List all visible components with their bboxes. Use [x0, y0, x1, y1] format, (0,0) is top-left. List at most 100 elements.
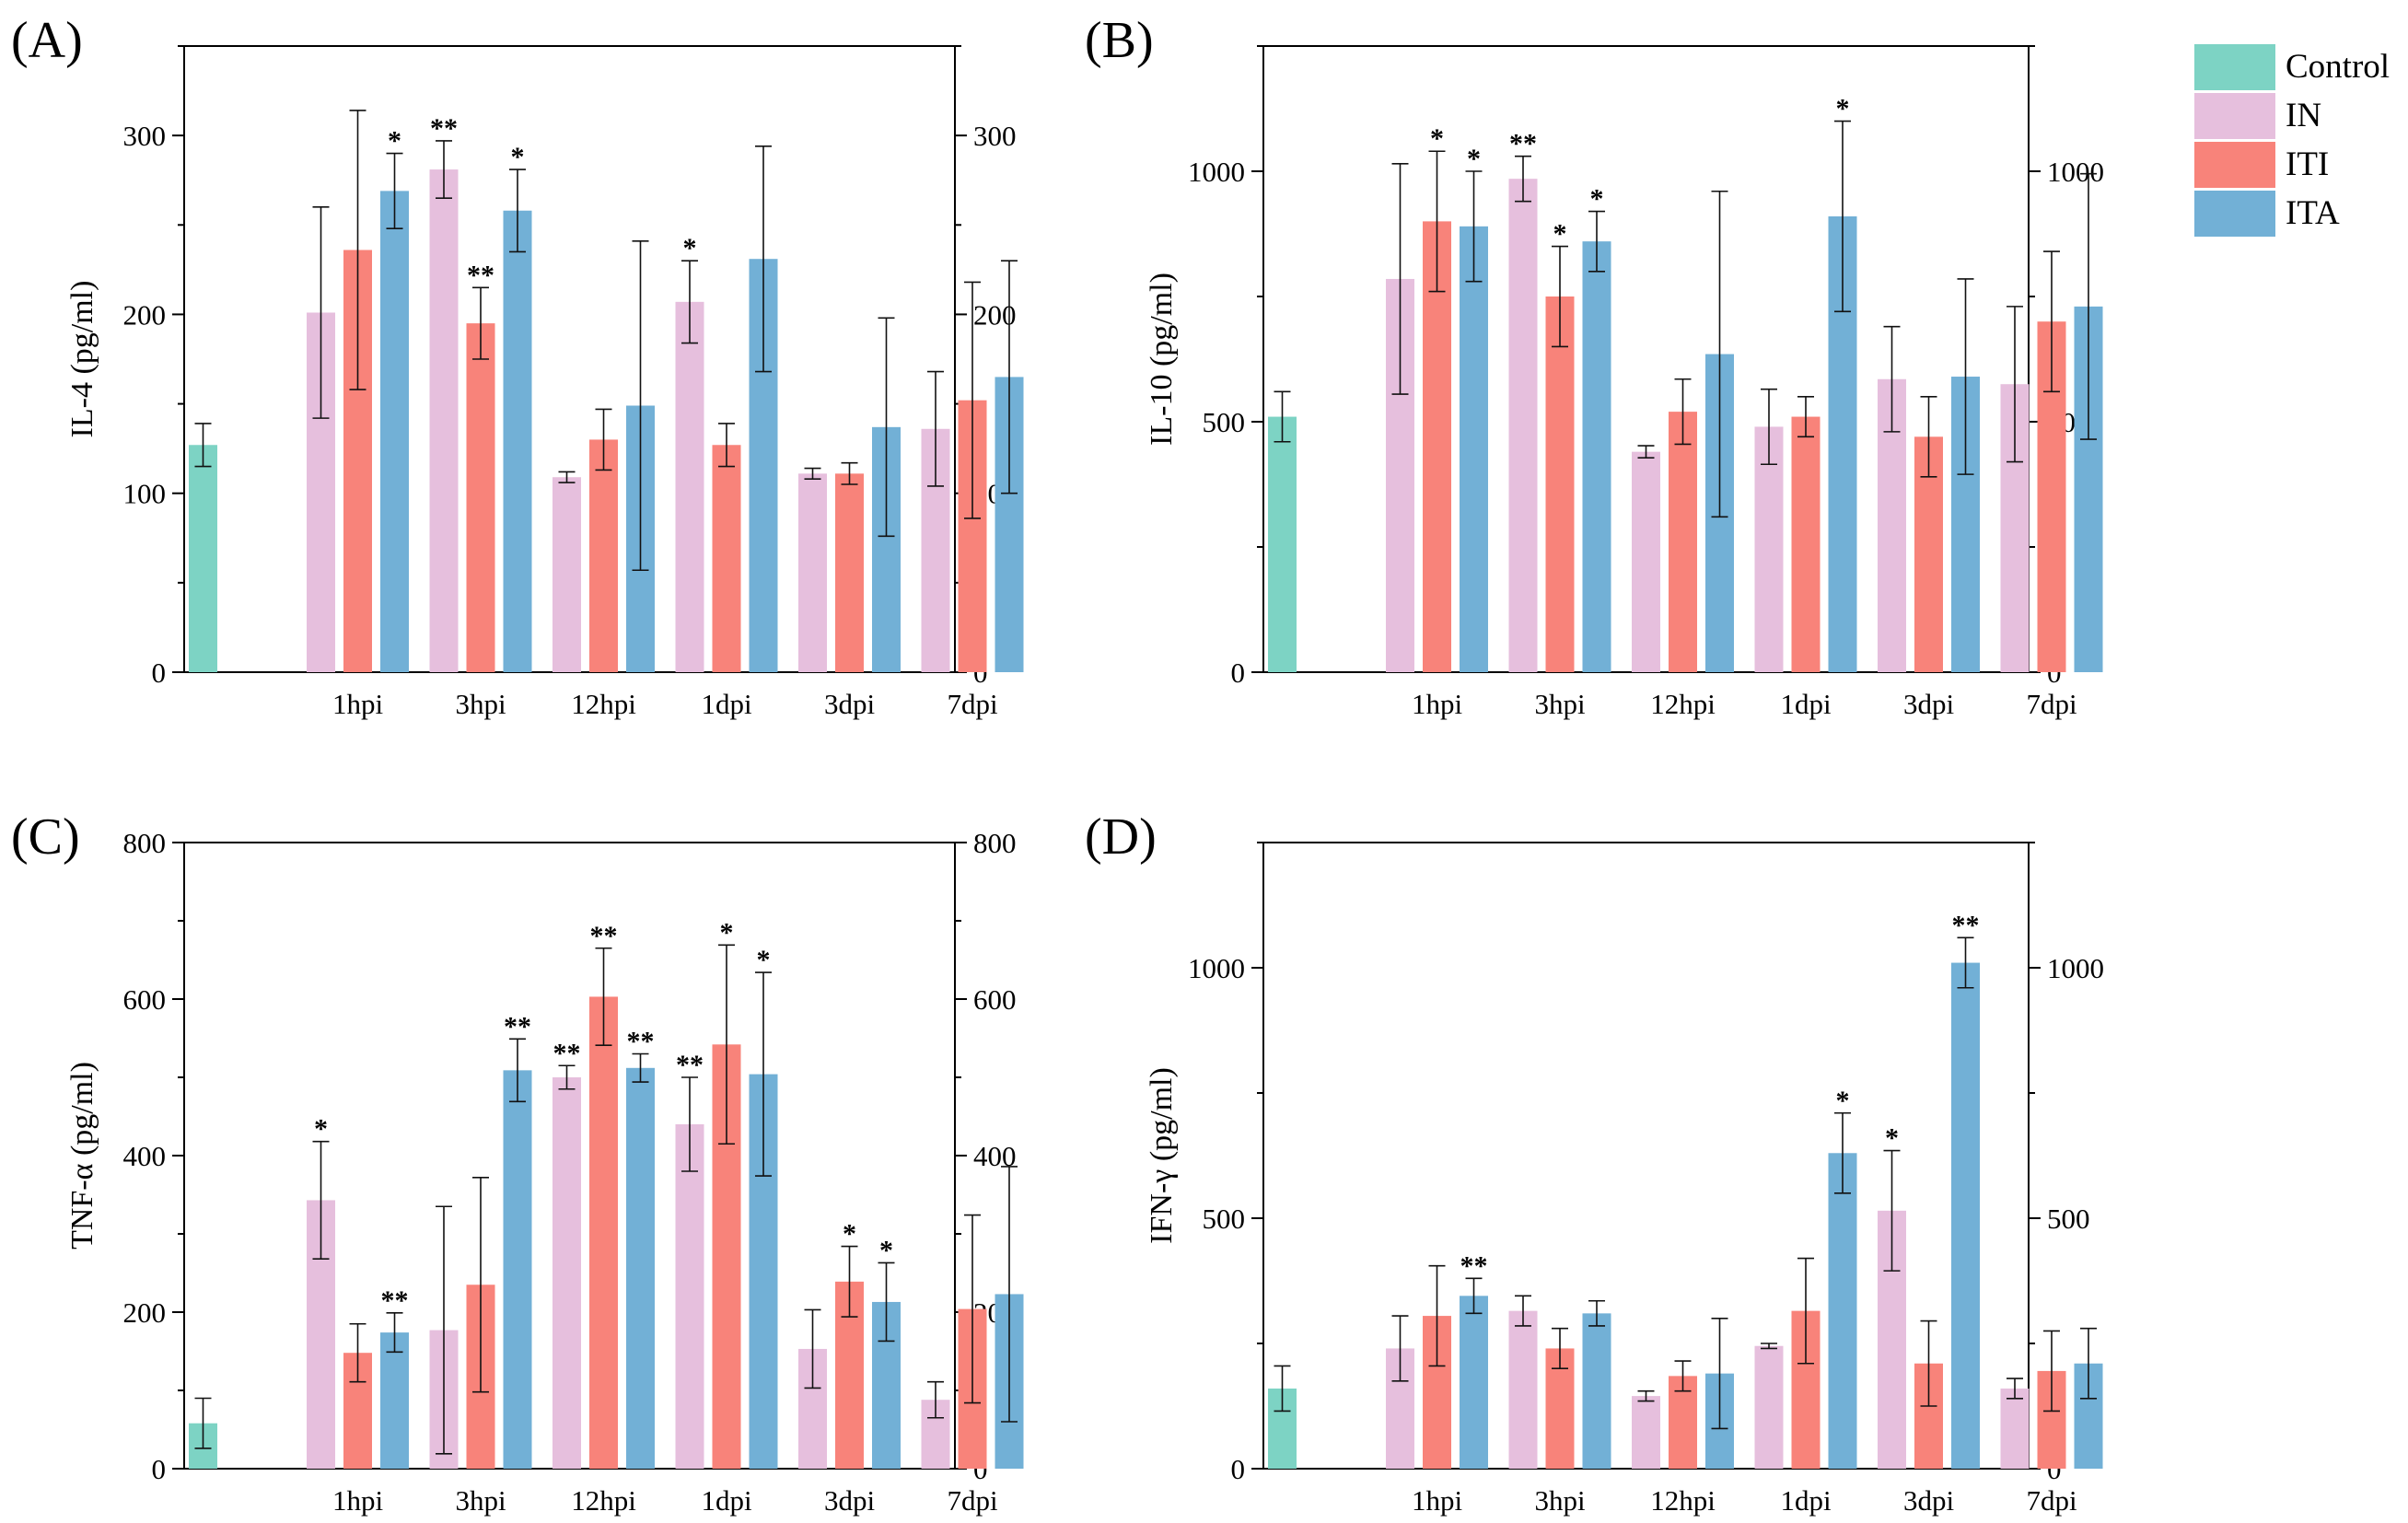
x-tick-label: 1hpi [1412, 1484, 1463, 1517]
y-tick-label: 0 [152, 1453, 167, 1485]
y-tick-label-right: 600 [973, 983, 1017, 1016]
significance-mark: ** [590, 921, 618, 951]
significance-mark: * [511, 142, 525, 172]
significance-mark: ** [553, 1038, 581, 1068]
y-tick-label: 1000 [1188, 952, 1245, 984]
y-tick-label-right: 1000 [2047, 156, 2104, 188]
significance-mark: ** [1509, 129, 1537, 159]
significance-mark: ** [1952, 910, 1980, 940]
bar-iti [712, 445, 741, 672]
bar-ita [1460, 226, 1488, 672]
plot-frame [1262, 842, 2030, 1470]
legend-swatch [2194, 191, 2275, 237]
x-tick-label: 3hpi [1534, 688, 1586, 720]
x-tick-label: 3hpi [1534, 1484, 1586, 1517]
legend-label: ITI [2286, 145, 2329, 183]
y-tick-label-right: 800 [973, 827, 1017, 859]
x-tick-label: 3hpi [455, 688, 506, 720]
significance-mark: * [879, 1235, 893, 1265]
legend-swatch [2194, 93, 2275, 139]
significance-mark: * [757, 945, 771, 975]
significance-mark: ** [676, 1050, 704, 1080]
significance-mark: * [388, 126, 401, 157]
bar-iti [466, 323, 495, 672]
panel-label: (A) [11, 12, 83, 69]
y-tick-label: 1000 [1188, 156, 1245, 188]
y-tick-label: 500 [1203, 406, 1246, 438]
bar-ita [1460, 1296, 1488, 1469]
bar-iti [1791, 416, 1821, 672]
significance-mark: * [1430, 123, 1444, 154]
y-tick-label: 200 [123, 298, 167, 331]
panel-label: (B) [1085, 12, 1154, 69]
y-tick-label: 400 [123, 1140, 167, 1172]
y-axis-label: IFN-γ (pg/ml) [1145, 1067, 1179, 1244]
significance-mark: * [1836, 1086, 1850, 1116]
bar-iti [1545, 296, 1575, 672]
significance-mark: * [1590, 184, 1604, 215]
control-bar [1268, 416, 1297, 672]
x-tick-label: 3dpi [824, 688, 876, 720]
panel-label: (C) [11, 808, 80, 866]
significance-mark: ** [1460, 1250, 1488, 1281]
y-tick-label: 300 [123, 120, 167, 152]
bar-ita [380, 1332, 409, 1469]
bar-ita [1951, 962, 1980, 1469]
legend-label: ITA [2286, 194, 2340, 232]
x-tick-label: 7dpi [947, 1484, 998, 1517]
bar-in [1508, 179, 1538, 672]
x-tick-label: 3hpi [455, 1484, 506, 1517]
bar-in [675, 1124, 704, 1469]
bar-ita [626, 1067, 655, 1469]
x-tick-label: 7dpi [2026, 688, 2077, 720]
y-tick-label: 100 [123, 478, 167, 510]
legend: Control IN ITI ITA [2194, 44, 2390, 237]
x-tick-label: 1hpi [332, 1484, 384, 1517]
x-tick-label: 12hpi [571, 688, 636, 720]
bar-ita [380, 191, 409, 672]
y-tick-label-right: 300 [973, 120, 1017, 152]
significance-mark: ** [381, 1285, 409, 1316]
bar-iti [835, 473, 864, 672]
y-tick-label: 200 [123, 1296, 167, 1329]
bar-in [798, 473, 827, 672]
y-tick-label: 0 [1231, 657, 1246, 689]
significance-mark: * [1553, 219, 1567, 250]
bar-in [1754, 1345, 1784, 1469]
y-tick-label: 800 [123, 827, 167, 859]
y-tick-label-right: 1000 [2047, 952, 2104, 984]
bar-ita [503, 210, 532, 672]
significance-mark: ** [430, 113, 458, 144]
significance-mark: * [1836, 94, 1850, 124]
legend-label: Control [2286, 48, 2390, 86]
panel-label: (D) [1085, 808, 1157, 866]
x-tick-label: 3dpi [824, 1484, 876, 1517]
bar-in [553, 477, 581, 672]
x-tick-label: 1dpi [1780, 688, 1832, 720]
y-tick-label: 500 [1203, 1203, 1246, 1235]
y-tick-label: 0 [1231, 1453, 1246, 1485]
bar-iti [1423, 221, 1451, 672]
legend-label: IN [2286, 97, 2321, 134]
y-axis-label: IL-10 (pg/ml) [1145, 273, 1179, 446]
y-axis-label: IL-4 (pg/ml) [65, 281, 99, 438]
y-axis-label: TNF-α (pg/ml) [65, 1062, 99, 1250]
bar-ita [503, 1070, 532, 1469]
significance-mark: * [1885, 1123, 1899, 1154]
significance-mark: * [720, 917, 734, 948]
bar-in [675, 301, 704, 672]
bar-ita [1828, 1153, 1857, 1469]
bar-in [553, 1077, 581, 1469]
bar-iti [589, 439, 618, 672]
y-tick-label: 600 [123, 983, 167, 1016]
significance-mark: * [1467, 144, 1481, 174]
x-tick-label: 1dpi [701, 688, 752, 720]
bar-in [1632, 1396, 1660, 1469]
x-tick-label: 7dpi [947, 688, 998, 720]
significance-mark: ** [627, 1027, 655, 1057]
bar-ita [1582, 1313, 1611, 1469]
bar-in [1754, 426, 1784, 672]
